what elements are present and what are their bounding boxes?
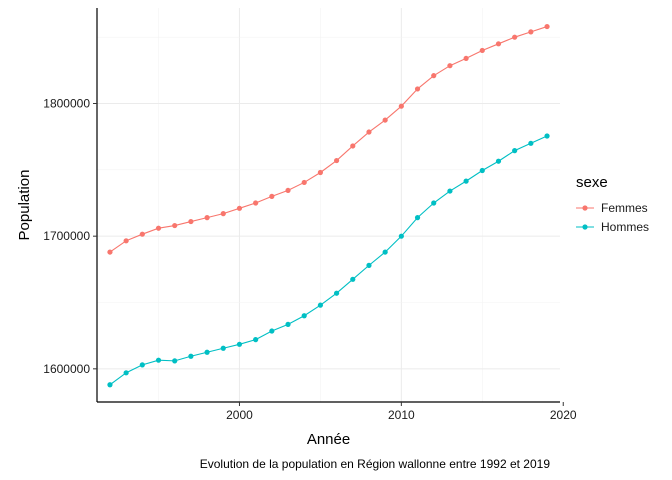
series-line-hommes <box>109 135 548 386</box>
data-point <box>398 103 404 109</box>
legend-key-point <box>582 224 588 230</box>
data-point <box>285 321 291 327</box>
data-point <box>528 140 534 146</box>
legend-key-point <box>582 205 588 211</box>
data-point <box>204 215 210 221</box>
data-point <box>236 205 243 211</box>
legend-label-femmes: Femmes <box>601 201 648 215</box>
data-point <box>447 63 453 69</box>
data-point <box>447 188 453 194</box>
data-point <box>317 302 324 308</box>
axis-layer: 2000 2010 2020 1600000 1700000 1800000 <box>43 8 577 422</box>
y-tick-label: 1600000 <box>43 362 90 376</box>
data-point <box>107 382 113 388</box>
data-point <box>463 55 469 62</box>
series-line-femmes <box>109 26 548 253</box>
data-point <box>204 349 210 355</box>
data-point <box>123 370 129 376</box>
data-point <box>172 222 178 229</box>
data-point <box>495 41 502 47</box>
data-point <box>431 200 437 206</box>
data-point <box>301 313 307 319</box>
data-point <box>253 200 259 206</box>
data-point <box>139 362 145 368</box>
grid-layer <box>97 8 560 402</box>
data-point <box>155 225 162 231</box>
data-point <box>495 158 502 164</box>
data-point <box>123 238 129 244</box>
y-tick-label: 1700000 <box>43 229 90 243</box>
data-point <box>366 129 372 135</box>
x-tick-label: 2020 <box>550 408 577 422</box>
data-point <box>431 73 437 79</box>
data-point <box>544 133 550 139</box>
data-point <box>479 47 485 54</box>
data-point <box>544 23 550 30</box>
data-point <box>398 233 404 239</box>
data-point <box>463 178 469 184</box>
data-point <box>382 117 388 123</box>
data-point <box>350 276 356 282</box>
data-point <box>188 218 194 225</box>
data-point <box>253 337 259 343</box>
chart-caption: Evolution de la population en Région wal… <box>200 457 551 471</box>
data-point <box>333 157 340 164</box>
data-point <box>512 34 518 40</box>
legend: sexe Femmes Hommes <box>576 174 649 234</box>
data-point <box>107 249 113 255</box>
series-layer <box>107 23 550 388</box>
x-tick-label: 2000 <box>226 408 253 422</box>
data-point <box>285 187 291 194</box>
data-point <box>317 169 324 176</box>
data-point <box>269 193 275 199</box>
data-point <box>479 167 485 174</box>
data-point <box>528 29 534 35</box>
x-axis-title: Année <box>307 431 350 448</box>
data-point <box>172 358 178 364</box>
y-tick-label: 1800000 <box>43 97 90 111</box>
data-point <box>155 357 162 363</box>
data-point <box>414 86 421 92</box>
data-point <box>269 328 275 334</box>
data-point <box>414 215 421 221</box>
data-point <box>220 345 226 351</box>
legend-title: sexe <box>576 174 608 191</box>
data-point <box>350 143 356 149</box>
data-point <box>382 249 388 255</box>
x-tick-label: 2010 <box>388 408 415 422</box>
legend-label-hommes: Hommes <box>601 220 649 234</box>
data-point <box>301 179 307 186</box>
data-point <box>139 231 145 237</box>
y-axis-title: Population <box>16 170 33 241</box>
data-point <box>366 262 372 268</box>
data-point <box>512 148 518 154</box>
data-point <box>333 290 340 296</box>
data-point <box>220 211 226 217</box>
data-point <box>236 341 243 347</box>
data-point <box>188 353 194 359</box>
